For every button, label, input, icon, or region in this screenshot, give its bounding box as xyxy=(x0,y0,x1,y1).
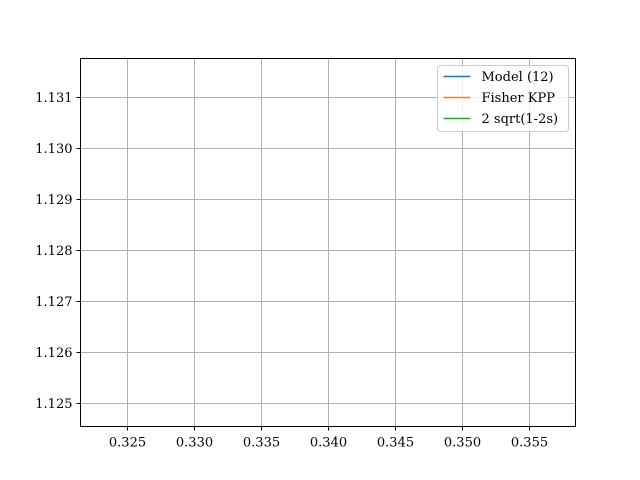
grid xyxy=(80,58,576,427)
x-tick-label: 0.330 xyxy=(176,436,213,451)
x-tick-label: 0.335 xyxy=(243,436,280,451)
legend-box xyxy=(437,65,569,132)
y-tick-label: 1.131 xyxy=(35,91,72,106)
x-tick-label: 0.350 xyxy=(444,436,481,451)
legend-label: Fisher KPP xyxy=(482,91,556,106)
y-tick-label: 1.128 xyxy=(35,244,72,259)
y-tick-label: 1.129 xyxy=(35,193,72,208)
y-tick-label: 1.126 xyxy=(35,346,72,361)
y-tick-label: 1.130 xyxy=(35,142,72,157)
y-axis: 1.125 1.126 1.127 1.128 1.129 1.130 1.131 xyxy=(35,91,81,412)
x-tick-label: 0.340 xyxy=(310,436,347,451)
y-tick-label: 1.127 xyxy=(35,295,72,310)
x-tick-label: 0.355 xyxy=(511,436,548,451)
legend-label: 2 sqrt(1-2s) xyxy=(482,112,559,127)
x-tick-label: 0.325 xyxy=(109,436,146,451)
legend: Model (12) Fisher KPP 2 sqrt(1-2s) xyxy=(437,65,569,132)
y-tick-label: 1.125 xyxy=(35,397,72,412)
x-tick-label: 0.345 xyxy=(377,436,414,451)
x-axis: 0.325 0.330 0.335 0.340 0.345 0.350 0.355 xyxy=(109,426,548,451)
legend-label: Model (12) xyxy=(482,70,554,85)
